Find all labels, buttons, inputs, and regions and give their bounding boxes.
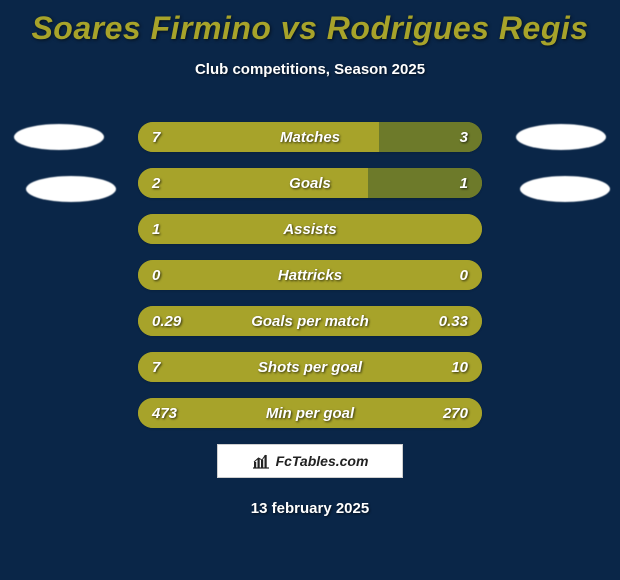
bar-chart-icon: [252, 453, 270, 469]
stat-row: 73Matches: [138, 122, 482, 152]
stat-label: Matches: [138, 122, 482, 152]
comparison-card: Soares Firmino vs Rodrigues Regis Club c…: [0, 0, 620, 580]
stat-row: 21Goals: [138, 168, 482, 198]
subtitle: Club competitions, Season 2025: [0, 61, 620, 78]
stat-label: Assists: [138, 214, 482, 244]
stat-label: Goals: [138, 168, 482, 198]
stat-label: Goals per match: [138, 306, 482, 336]
deco-ellipse: [516, 124, 606, 150]
deco-ellipse: [520, 176, 610, 202]
deco-ellipse: [14, 124, 104, 150]
stat-label: Shots per goal: [138, 352, 482, 382]
stat-row: 00Hattricks: [138, 260, 482, 290]
stat-label: Hattricks: [138, 260, 482, 290]
brand-label: FcTables.com: [276, 453, 369, 469]
stat-row: 710Shots per goal: [138, 352, 482, 382]
stat-row: 473270Min per goal: [138, 398, 482, 428]
brand-badge[interactable]: FcTables.com: [217, 444, 403, 478]
stat-row: 1Assists: [138, 214, 482, 244]
stats-rows: 73Matches 21Goals 1Assists 00Hattricks 0.290…: [138, 122, 482, 444]
date-label: 13 february 2025: [0, 500, 620, 517]
stat-label: Min per goal: [138, 398, 482, 428]
page-title: Soares Firmino vs Rodrigues Regis: [0, 10, 620, 47]
stat-row: 0.290.33Goals per match: [138, 306, 482, 336]
deco-ellipse: [26, 176, 116, 202]
